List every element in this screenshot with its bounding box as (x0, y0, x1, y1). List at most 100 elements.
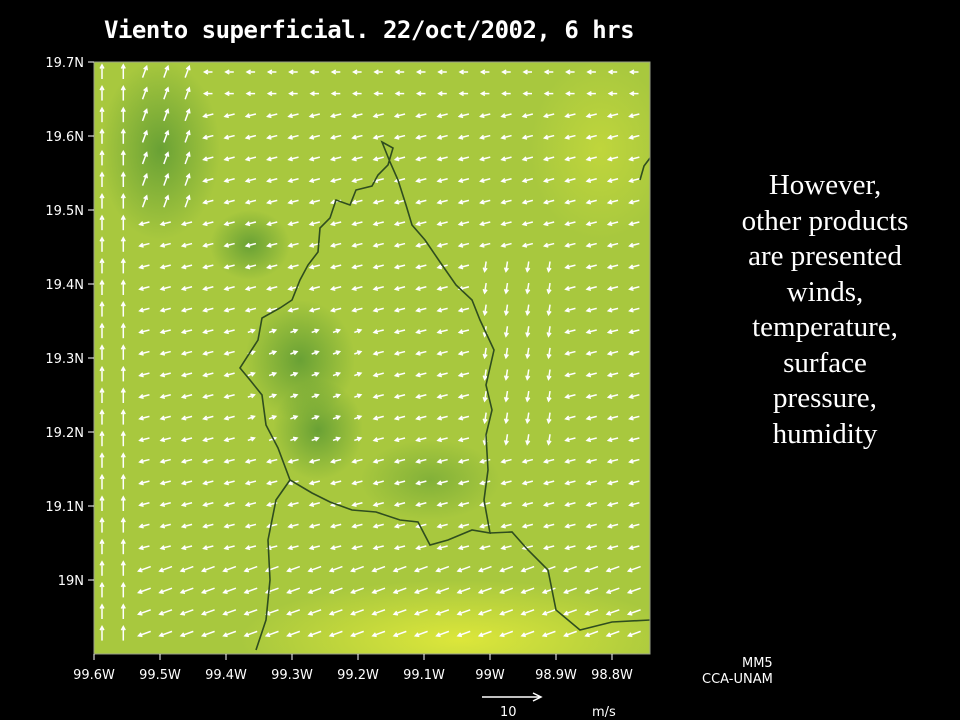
y-tick-label: 19.7N (45, 56, 84, 71)
wind-vector-arrow (521, 156, 534, 162)
wind-vector-arrow (200, 630, 215, 638)
wind-vector-arrow (564, 523, 576, 529)
wind-vector-arrow (393, 350, 406, 356)
wind-vector-arrow (351, 156, 363, 162)
wind-vector-arrow (436, 458, 448, 464)
wind-vector-arrow (244, 480, 257, 486)
wind-vector-arrow (415, 221, 427, 227)
wind-vector-arrow (393, 113, 406, 119)
wind-vector-arrow (482, 347, 488, 360)
wind-vector-arrow (290, 415, 299, 420)
wind-vector-arrow (500, 545, 512, 551)
wind-vector-arrow (222, 630, 237, 638)
wind-vector-arrow (606, 264, 619, 270)
wind-vector-arrow (137, 565, 151, 573)
wind-vector-arrow (159, 285, 171, 291)
x-tick-label: 99.6W (73, 668, 115, 683)
wind-vector-arrow (393, 307, 406, 313)
wind-vector-arrow (180, 285, 193, 291)
wind-vector-arrow (223, 177, 235, 183)
wind-vector-arrow (372, 113, 384, 119)
wind-vector-arrow (311, 415, 320, 420)
wind-vector-arrow (120, 344, 126, 360)
wind-vector-arrow (503, 434, 509, 446)
wind-vector-arrow (435, 609, 450, 616)
wind-vector-arrow (585, 523, 597, 529)
wind-vector-arrow (584, 609, 599, 616)
wind-vector-arrow (585, 242, 597, 248)
wind-vector-arrow (606, 307, 619, 313)
wind-vector-arrow (521, 242, 534, 248)
wind-vector-arrow (436, 307, 448, 313)
wind-vector-arrow (371, 565, 386, 573)
wind-vector-arrow (415, 393, 427, 399)
wind-vector-arrow (394, 91, 405, 97)
caption-line: temperature, (752, 311, 898, 343)
wind-vector-arrow (290, 371, 299, 377)
wind-vector-arrow (243, 630, 258, 638)
wind-vector-arrow (628, 113, 640, 119)
wind-vector-arrow (437, 69, 447, 75)
wind-vector-arrow (393, 199, 406, 205)
wind-vector-arrow (541, 630, 556, 638)
wind-vector-arrow (393, 523, 406, 529)
wind-vector-arrow (311, 393, 320, 399)
wind-vector-arrow (184, 172, 191, 186)
wind-vector-arrow (482, 412, 488, 425)
wind-vector-arrow (180, 501, 193, 507)
wind-vector-arrow (202, 307, 214, 313)
wind-vector-arrow (542, 480, 555, 486)
wind-vector-arrow (628, 523, 640, 529)
wind-vector-arrow (99, 149, 105, 166)
wind-vector-arrow (247, 393, 256, 399)
wind-vector-arrow (525, 261, 531, 273)
wind-vector-arrow (266, 69, 277, 75)
wind-vector-arrow (286, 609, 301, 616)
wind-vector-arrow (287, 545, 299, 551)
wind-vector-arrow (163, 151, 170, 165)
wind-vector-arrow (288, 91, 298, 97)
wind-vector-arrow (159, 307, 171, 313)
wind-vector-arrow (290, 350, 299, 356)
wind-vector-arrow (372, 350, 384, 356)
wind-vector-arrow (393, 458, 406, 464)
wind-vector-arrow (372, 501, 384, 507)
wind-vector-arrow (564, 156, 576, 162)
wind-vector-arrow (311, 328, 320, 334)
wind-vector-arrow (479, 545, 491, 551)
wind-vector-arrow (372, 199, 384, 205)
wind-vector-arrow (99, 63, 105, 79)
wind-vector-arrow (159, 393, 171, 399)
wind-vector-arrow (436, 134, 448, 140)
wind-vector-arrow (542, 501, 555, 507)
plot-area (94, 62, 650, 654)
wind-vector-arrow (435, 565, 450, 573)
wind-vector-arrow (521, 458, 534, 464)
wind-vector-arrow (435, 587, 450, 594)
wind-vector-arrow (330, 69, 341, 75)
wind-vector-arrow (244, 523, 257, 529)
wind-vector-arrow (371, 609, 386, 616)
wind-vector-arrow (606, 501, 619, 507)
wind-vector-arrow (606, 329, 619, 335)
wind-vector-arrow (266, 221, 278, 227)
wind-vector-arrow (585, 350, 597, 356)
wind-vector-arrow (543, 69, 554, 75)
wind-vector-arrow (120, 171, 126, 187)
wind-vector-arrow (120, 495, 126, 511)
wind-vector-arrow (200, 609, 215, 616)
wind-vector-arrow (564, 199, 576, 205)
wind-vector-arrow (163, 64, 170, 78)
wind-vector-arrow (99, 322, 105, 339)
wind-vector-arrow (308, 134, 321, 140)
wind-vector-arrow (457, 113, 470, 119)
wind-vector-arrow (99, 171, 105, 187)
wind-vector-arrow (244, 221, 257, 227)
wind-vector-arrow (180, 458, 193, 464)
wind-vector-arrow (628, 307, 640, 313)
x-tick-label: 98.8W (591, 668, 633, 683)
wind-vector-arrow (202, 458, 214, 464)
wind-vector-arrow (525, 390, 531, 403)
wind-vector-arrow (626, 587, 641, 594)
wind-vector-arrow (628, 480, 640, 486)
